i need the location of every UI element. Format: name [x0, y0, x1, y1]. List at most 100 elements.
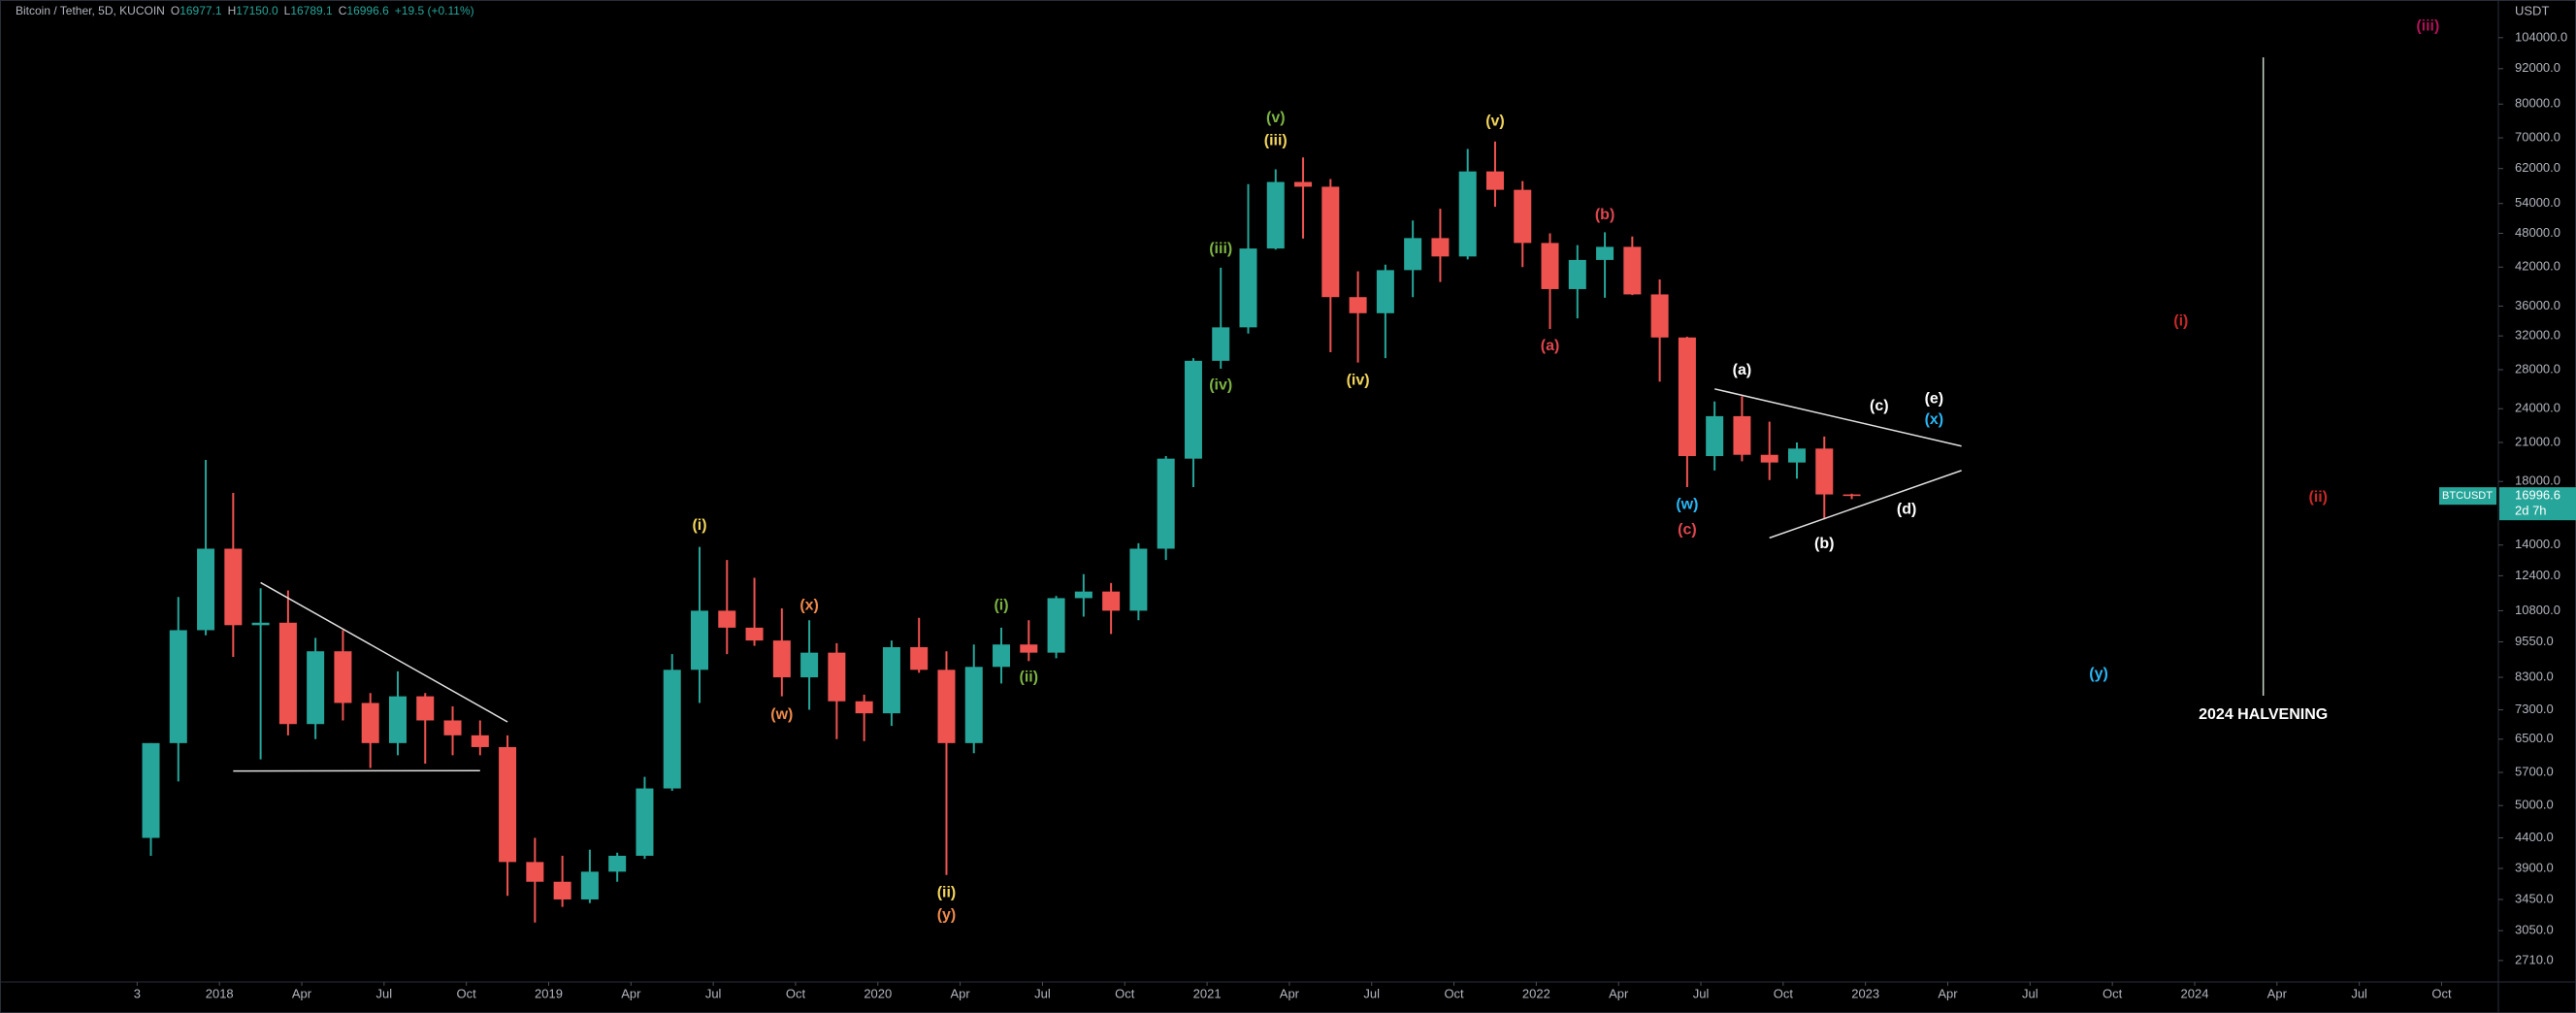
candle-body	[1458, 171, 1477, 257]
x-tick-label: 2018	[206, 986, 234, 1000]
x-tick-label: 2023	[1851, 986, 1879, 1000]
candle-body	[1020, 644, 1038, 653]
ohlc-value: 17150.0	[236, 4, 278, 17]
y-tick-label: 21000.0	[2515, 434, 2560, 448]
ohlc-value: 16977.1	[179, 4, 222, 17]
candle-body	[882, 646, 900, 714]
y-tick-label: 4400.0	[2515, 830, 2554, 844]
candle-body	[197, 548, 215, 631]
y-tick-label: 3450.0	[2515, 891, 2554, 905]
candle-body	[828, 652, 846, 702]
x-tick-label: Oct	[2431, 986, 2452, 1000]
wave-label: (c)	[1678, 522, 1697, 539]
candle-body	[1485, 171, 1504, 190]
y-tick-label: 54000.0	[2515, 195, 2560, 210]
candle-body	[1706, 415, 1724, 457]
wave-label: (c)	[1870, 398, 1889, 414]
candle-body	[608, 855, 627, 872]
x-tick-label: Oct	[457, 986, 477, 1000]
wave-label: (d)	[1897, 502, 1916, 518]
plot-area: (i) (ii) (y) (iii) (v) (iv) (v) (iii) (iv) (i) (ii…	[142, 17, 2439, 924]
candle-body	[937, 670, 956, 743]
ohlc-value: 16996.6	[346, 4, 389, 17]
y-tick-label: 12400.0	[2515, 568, 2560, 582]
x-tick-label: 2020	[864, 986, 892, 1000]
wave-label: (v)	[1485, 113, 1505, 129]
x-tick-label: Apr	[950, 986, 970, 1000]
candle-body	[1321, 186, 1340, 298]
candle-body	[580, 871, 599, 899]
candle-body	[1349, 297, 1367, 313]
candle-body	[142, 742, 160, 838]
candle-body	[663, 670, 681, 789]
wave-label: (y)	[937, 907, 957, 924]
y-tick-label: 9550.0	[2515, 634, 2554, 648]
ohlc-key: L	[284, 4, 291, 17]
candle-body	[910, 646, 929, 670]
x-tick-label: Apr	[2267, 986, 2288, 1000]
trend-line	[1714, 388, 1962, 447]
y-tick-label: 80000.0	[2515, 96, 2560, 111]
candle-body	[499, 746, 517, 863]
candle-body	[636, 788, 654, 856]
change: +19.5 (+0.11%)	[395, 4, 474, 17]
y-tick-label: 62000.0	[2515, 160, 2560, 175]
y-tick-label: 6500.0	[2515, 731, 2554, 745]
wave-label: (ii)	[937, 884, 957, 900]
x-tick-label: Oct	[1115, 986, 1135, 1000]
candle-body	[964, 667, 983, 743]
y-tick-label: 70000.0	[2515, 130, 2560, 145]
x-tick-label: 2021	[1193, 986, 1222, 1000]
candle-body	[718, 610, 736, 628]
ohlc-value: 16789.1	[290, 4, 333, 17]
x-tick-label: 2024	[2181, 986, 2209, 1000]
candle-body	[1678, 337, 1696, 457]
y-tick-label: 8300.0	[2515, 669, 2554, 683]
price-tag-price: 16996.6	[2515, 488, 2560, 503]
wave-label: (e)	[1925, 390, 1944, 407]
candle-body	[1157, 458, 1175, 549]
candle-body	[526, 862, 544, 882]
candle-body	[1842, 494, 1861, 497]
x-tick-label: Jul	[1034, 986, 1051, 1000]
candle-body	[1129, 548, 1148, 611]
y-tick-label: 36000.0	[2515, 298, 2560, 312]
y-tick-label: 48000.0	[2515, 225, 2560, 240]
candle-body	[553, 881, 571, 899]
y-tick-label: 24000.0	[2515, 401, 2560, 415]
ohlc-key: O	[171, 4, 179, 17]
trend-line	[260, 581, 508, 723]
candle-body	[443, 720, 462, 735]
wave-label: (w)	[1676, 497, 1698, 513]
candle-body	[1376, 270, 1394, 313]
x-tick-label: Apr	[1938, 986, 1958, 1000]
candle-body	[1733, 415, 1751, 455]
candle-body	[1239, 248, 1257, 328]
y-tick-label: 92000.0	[2515, 60, 2560, 75]
candle-body	[1047, 598, 1065, 653]
price-tag-symbol: BTCUSDT	[2442, 490, 2493, 502]
candle-body	[993, 644, 1011, 668]
candle-body	[361, 703, 379, 743]
candle-body	[855, 701, 873, 714]
wave-label: (x)	[1925, 411, 1944, 428]
candle-body	[691, 610, 709, 670]
candle-body	[1431, 238, 1450, 257]
candle-body	[278, 622, 297, 725]
y-tick-label: 2710.0	[2515, 952, 2554, 966]
y-tick-label: 5000.0	[2515, 798, 2554, 812]
x-tick-label: 2022	[1522, 986, 1550, 1000]
candle-body	[471, 735, 489, 747]
wave-label: (b)	[1814, 536, 1834, 552]
candle-body	[388, 696, 407, 743]
y-tick-label: 5700.0	[2515, 764, 2554, 778]
y-tick-label: 42000.0	[2515, 259, 2560, 274]
x-tick-label: Apr	[1609, 986, 1629, 1000]
wave-label: (b)	[1595, 207, 1614, 223]
candle-body	[1596, 246, 1614, 260]
candle-body	[1815, 448, 1834, 495]
x-tick-label: Jul	[1363, 986, 1380, 1000]
trend-line	[1769, 470, 1962, 539]
